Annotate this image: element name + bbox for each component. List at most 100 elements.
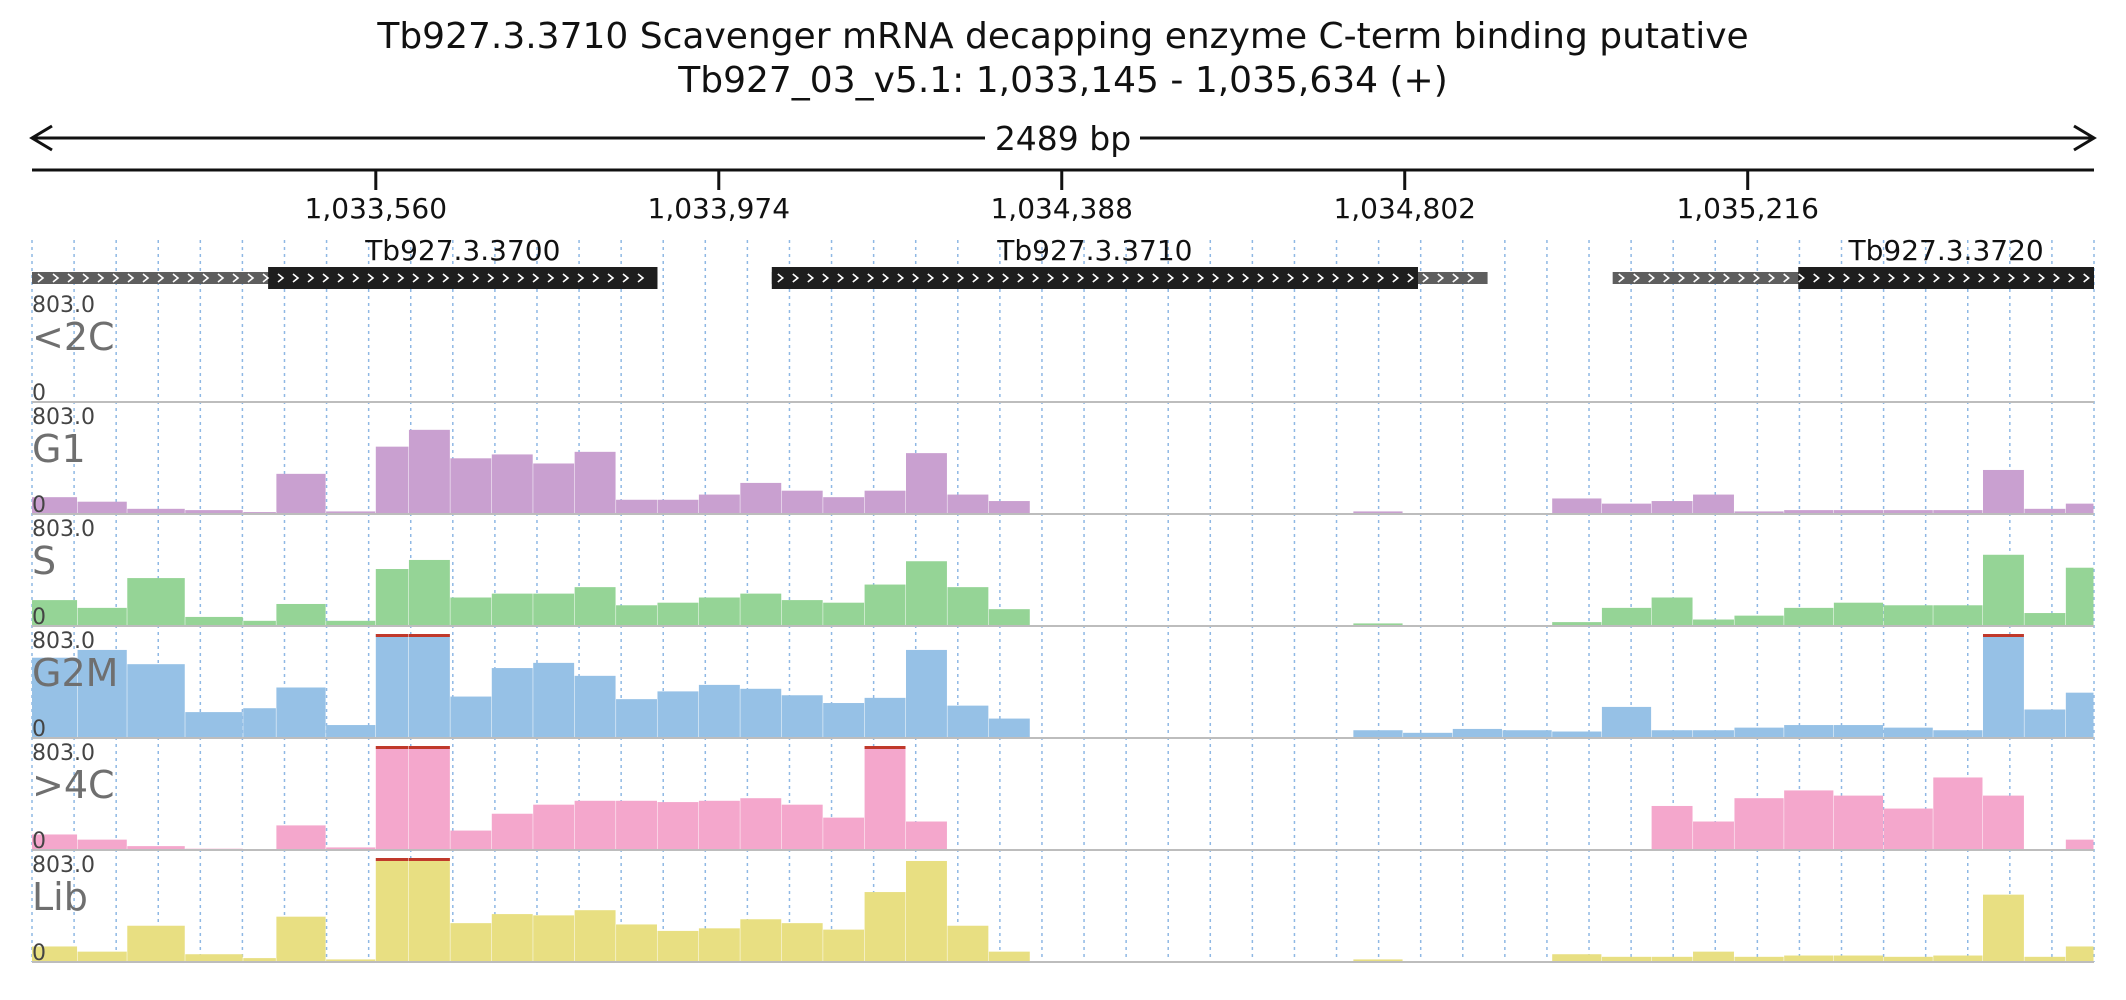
- coverage-bar: [698, 494, 740, 514]
- coverage-bar: [781, 490, 823, 514]
- coverage-bar: [1693, 494, 1734, 514]
- coverage-bar: [450, 923, 492, 962]
- strand-arrow-icon: [1017, 273, 1025, 283]
- strand-arrow-icon: [1813, 273, 1820, 283]
- coverage-bar: [906, 860, 947, 962]
- coverage-bar: [1552, 498, 1602, 514]
- track-2: 803.0S 0: [32, 517, 2094, 630]
- track-ymax-label: 803.0: [32, 293, 95, 318]
- strand-arrow-icon: [157, 273, 165, 283]
- coverage-bar: [1353, 959, 1403, 962]
- coverage-bar: [574, 451, 616, 514]
- track-ymin-label: 0: [32, 381, 46, 406]
- coverage-bar: [1833, 725, 1884, 738]
- coverage-bar: [491, 914, 533, 962]
- track-1: 803.0G1 0: [32, 405, 2094, 518]
- strand-arrow-icon: [397, 273, 405, 283]
- coverage-bar: [657, 499, 699, 514]
- coverage-bar: [1883, 956, 1933, 962]
- coverage-bar: [864, 746, 906, 850]
- coverage-bar: [32, 946, 78, 962]
- coverage-bar: [2024, 956, 2066, 962]
- ruler-tick-label: 1,035,216: [1676, 192, 1819, 225]
- coverage-bar: [1651, 501, 1693, 514]
- coverage-bar: [1833, 795, 1884, 850]
- clip-marker: [408, 634, 450, 637]
- strand-arrow-icon: [1092, 273, 1100, 283]
- track-ymin-label: 0: [32, 717, 46, 742]
- coverage-bar: [1651, 805, 1693, 850]
- strand-arrow-icon: [1993, 273, 2000, 283]
- strand-arrow-icon: [322, 273, 330, 283]
- strand-arrow-icon: [1332, 273, 1340, 283]
- coverage-bar: [616, 924, 657, 962]
- clip-marker: [408, 746, 450, 749]
- coverage-bar: [326, 847, 376, 850]
- coverage-bar: [947, 494, 989, 514]
- coverage-bar: [127, 578, 185, 626]
- clip-marker: [1982, 634, 2024, 637]
- strand-arrow-icon: [942, 273, 950, 283]
- strand-arrow-icon: [2038, 273, 2045, 283]
- strand-arrow-icon: [1618, 273, 1625, 283]
- coverage-bar: [375, 569, 409, 626]
- coverage-bar: [906, 561, 947, 626]
- coverage-bar: [657, 930, 699, 962]
- strand-arrow-icon: [442, 273, 450, 283]
- clip-marker: [375, 746, 409, 749]
- coverage-bar: [698, 928, 740, 962]
- strand-arrow-icon: [1828, 273, 1835, 283]
- gene-Tb927.3.3710: Tb927.3.3710: [771, 234, 1488, 289]
- strand-arrow-icon: [562, 273, 570, 283]
- coverage-bar: [1982, 554, 2024, 626]
- coverage-bar: [2065, 503, 2094, 514]
- strand-arrows: [37, 273, 645, 283]
- coverage-bar: [1933, 955, 1983, 962]
- coverage-bar: [1833, 955, 1884, 962]
- coverage-bar: [1933, 510, 1983, 514]
- coverage-bar: [375, 858, 409, 962]
- strand-arrow-icon: [882, 273, 890, 283]
- gene-cds: [1798, 267, 2094, 289]
- strand-arrow-icon: [1633, 273, 1640, 283]
- strand-arrow-icon: [1392, 273, 1400, 283]
- coverage-bar: [375, 446, 409, 514]
- coverage-bar: [127, 846, 185, 850]
- strand-arrow-icon: [1663, 273, 1670, 283]
- strand-arrow-icon: [897, 273, 905, 283]
- strand-arrow-icon: [457, 273, 465, 283]
- strand-arrow-icon: [592, 273, 600, 283]
- coverage-bar: [657, 691, 699, 738]
- coverage-bar: [1933, 777, 1983, 850]
- strand-arrow-icon: [1858, 273, 1865, 283]
- coverage-bar: [1353, 511, 1403, 514]
- clip-marker: [408, 858, 450, 861]
- gridlines: [31, 240, 2095, 962]
- coverage-bar: [450, 830, 492, 850]
- strand-arrow-icon: [837, 273, 845, 283]
- strand-arrow-icon: [97, 273, 105, 283]
- coverage-bar: [32, 657, 78, 738]
- strand-arrow-icon: [1437, 273, 1445, 283]
- strand-arrow-icon: [337, 273, 345, 283]
- coverage-bar: [32, 834, 78, 850]
- coverage-bar: [657, 802, 699, 850]
- coverage-bar: [864, 892, 906, 962]
- coverage-bar: [491, 454, 533, 514]
- coverage-bar: [574, 675, 616, 738]
- coverage-bar: [127, 664, 185, 738]
- strand-arrow-icon: [517, 273, 525, 283]
- strand-arrow-icon: [1377, 273, 1385, 283]
- gene-label: Tb927.3.3700: [364, 234, 560, 267]
- coverage-bar: [185, 954, 243, 962]
- coverage-bar: [574, 910, 616, 962]
- strand-arrow-icon: [1407, 273, 1415, 283]
- coverage-bar: [1651, 956, 1693, 962]
- coverage-bar: [77, 839, 127, 850]
- coverage-bar: [1933, 605, 1983, 626]
- strand-arrow-icon: [577, 273, 585, 283]
- coverage-bar: [243, 708, 276, 738]
- strand-arrow-icon: [1843, 273, 1850, 283]
- strand-arrow-icon: [1152, 273, 1160, 283]
- coverage-bar: [1883, 727, 1933, 738]
